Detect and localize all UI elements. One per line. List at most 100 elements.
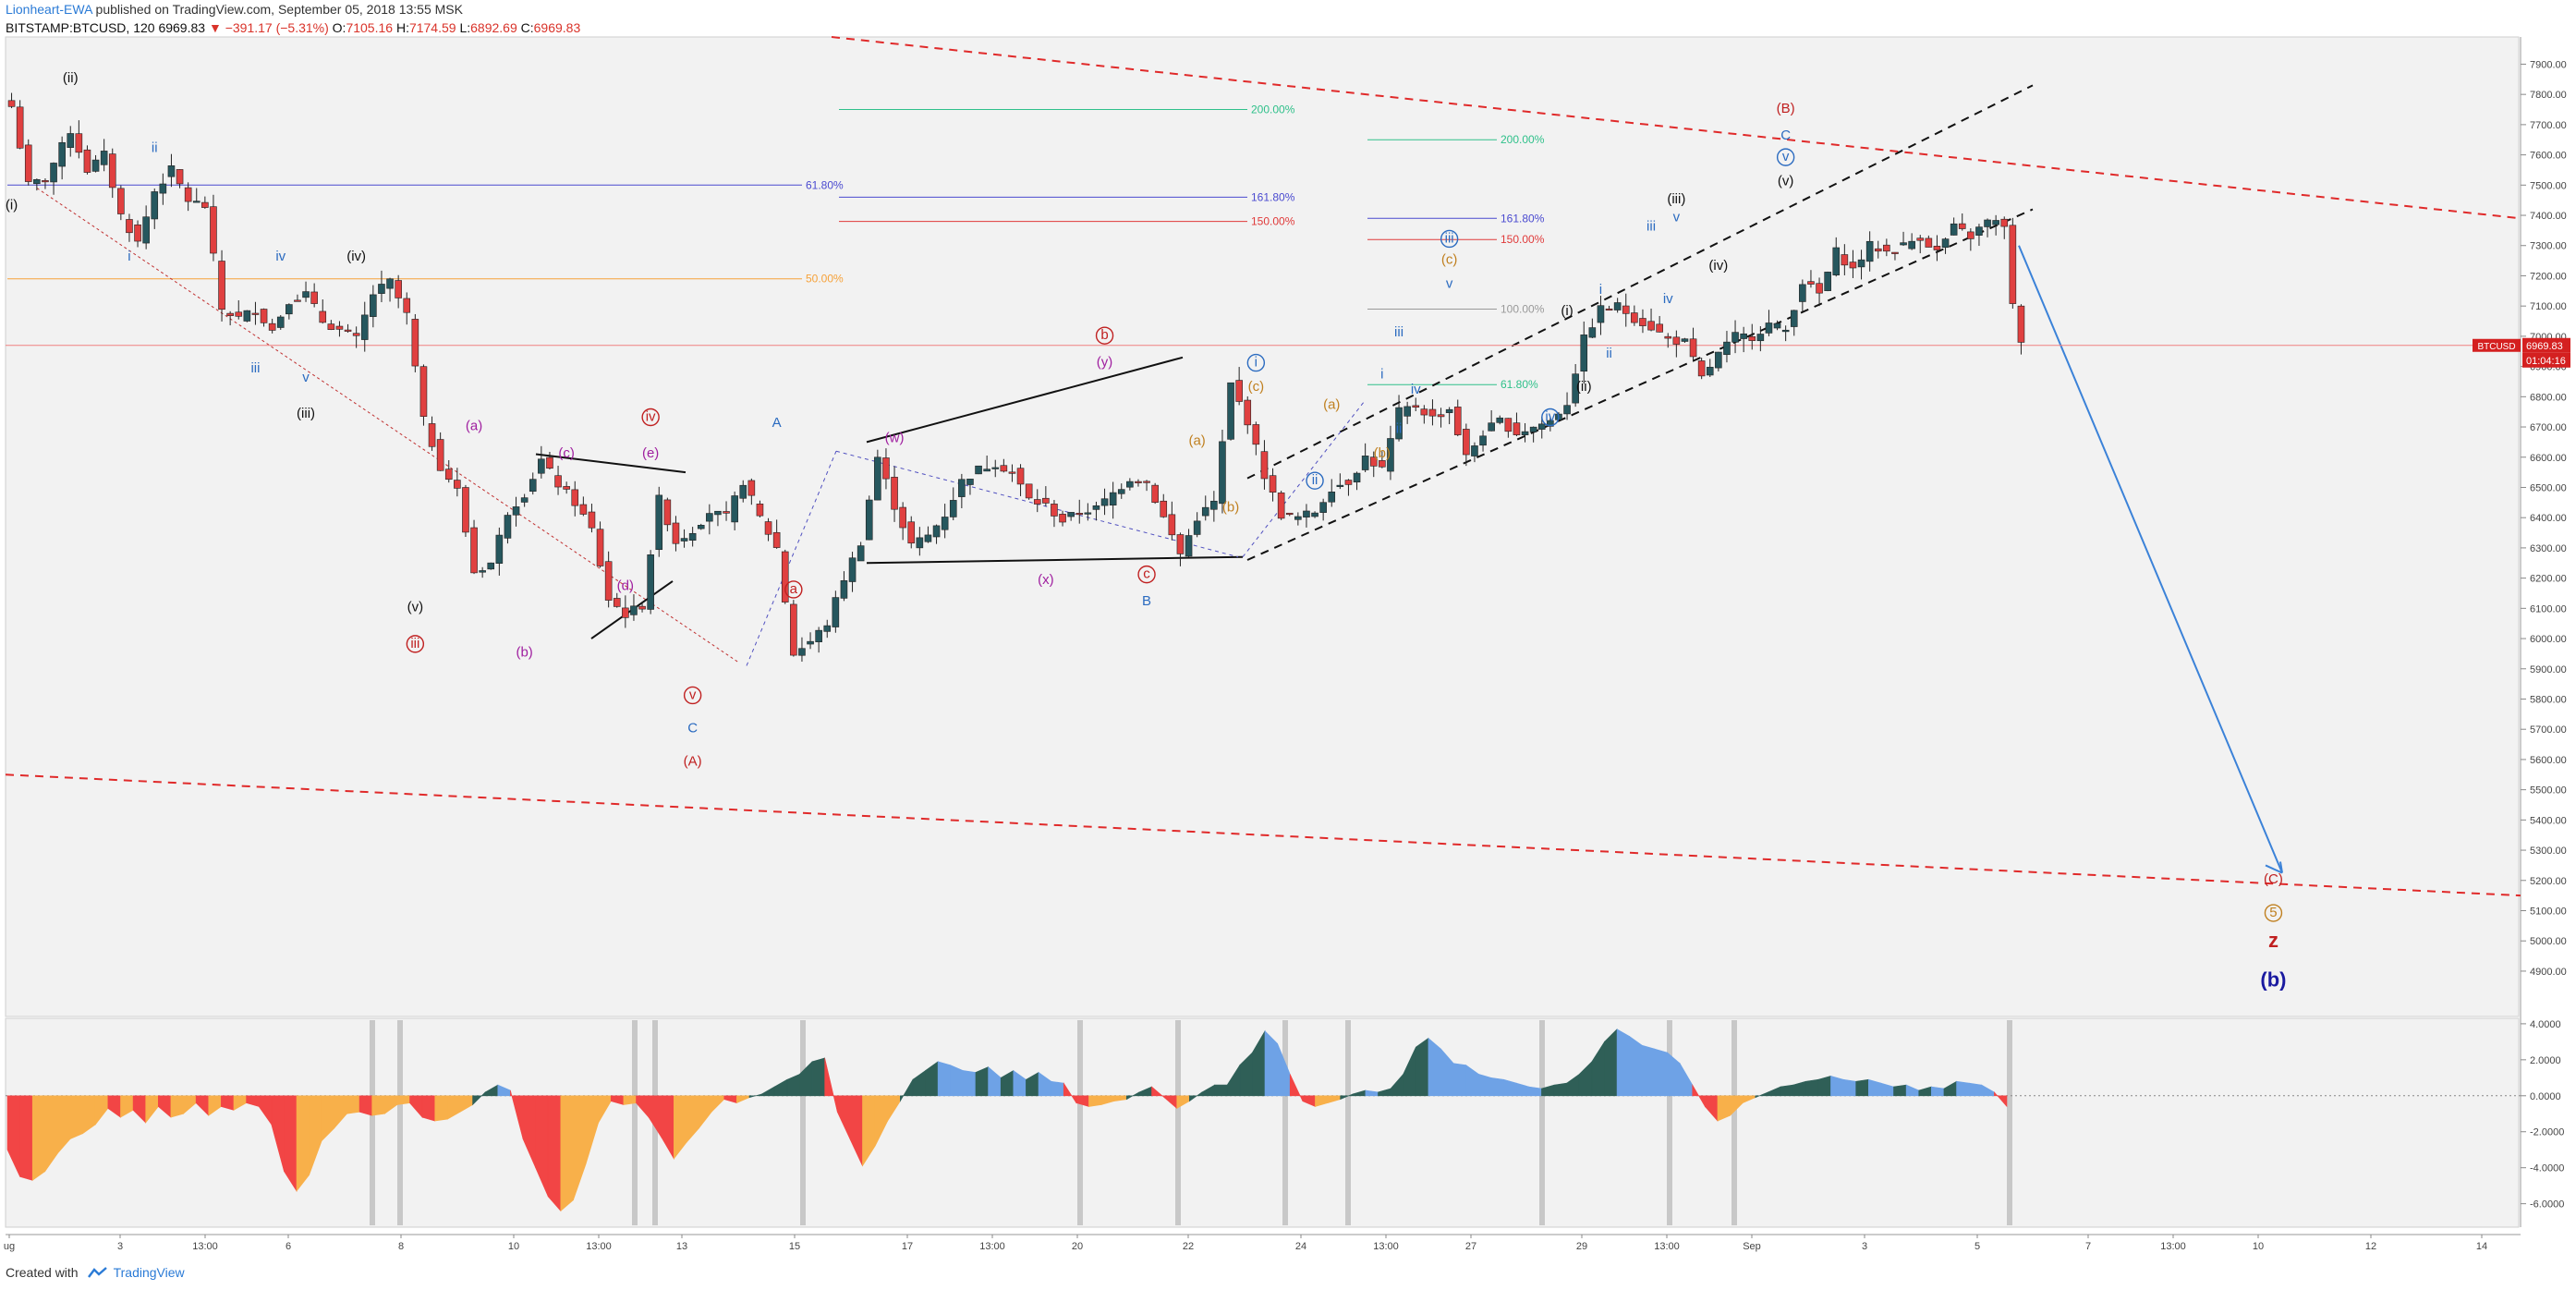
wave-label-circle <box>1541 408 1560 427</box>
candle-down <box>790 603 797 656</box>
fib-level-label: 61.80% <box>1501 378 1538 391</box>
candle-up <box>1521 431 1529 435</box>
candle-down <box>260 309 268 323</box>
tradingview-link[interactable]: TradingView <box>87 1265 185 1280</box>
candle-up <box>857 545 865 562</box>
wave-label: ii <box>152 140 158 155</box>
projection-arrow-head-a <box>2265 864 2283 874</box>
high-value: 7174.59 <box>408 20 456 35</box>
projection-arrow-head-b <box>2279 861 2283 873</box>
candle-up <box>370 294 377 317</box>
candle-down <box>444 469 453 481</box>
candle-up <box>916 537 924 549</box>
candle-down <box>1504 418 1513 432</box>
channel-upper-line <box>831 36 2521 220</box>
candle-down <box>554 475 562 488</box>
candle-down <box>411 319 419 367</box>
candle-down <box>1151 484 1159 504</box>
candle-down <box>1025 483 1033 499</box>
time-tick-label: 5 <box>1975 1241 1980 1252</box>
wave-label: (c) <box>1441 251 1458 267</box>
candle-down <box>117 188 125 214</box>
candle-up <box>1681 338 1689 342</box>
candle-down <box>210 206 217 254</box>
time-tick-label: 8 <box>398 1241 404 1252</box>
candle-down <box>1967 231 1975 239</box>
candle-up <box>1908 240 1915 249</box>
candle-down <box>470 527 478 574</box>
candle-up <box>630 605 638 615</box>
wave-label: (C) <box>2264 871 2283 887</box>
candle-down <box>579 504 588 515</box>
osc-segment <box>69 1095 83 1139</box>
main-pane[interactable] <box>5 36 2520 1017</box>
symbol-tag: BTCUSD <box>2477 342 2515 352</box>
osc-tick-label: -6.0000 <box>2530 1199 2564 1211</box>
price-tick-label: 6300.00 <box>2530 543 2567 554</box>
candle-up <box>815 629 822 642</box>
osc-segment <box>950 1065 964 1097</box>
osc-segment <box>937 1061 952 1097</box>
candle-down <box>319 310 327 323</box>
candle-up <box>1479 435 1487 446</box>
candle-up <box>1832 247 1841 275</box>
candle-down <box>1816 283 1823 294</box>
candle-up <box>1992 220 1999 225</box>
time-tick-label: 29 <box>1576 1241 1587 1252</box>
wave-label: iv <box>275 249 286 264</box>
trend-lines <box>5 36 2521 897</box>
candle-up <box>798 648 806 656</box>
candle-up <box>991 467 1000 469</box>
tradingview-brand: TradingView <box>113 1265 185 1280</box>
osc-band <box>2007 1020 2012 1225</box>
osc-segment <box>560 1095 574 1212</box>
candle-up <box>1790 310 1798 327</box>
candle-up <box>1597 305 1605 323</box>
candle-up <box>1732 332 1739 343</box>
wave-label: C <box>1780 128 1791 143</box>
oscillator-bands <box>370 1020 2012 1225</box>
candle-down <box>891 477 898 510</box>
symbol-name: BITSTAMP:BTCUSD, 120 <box>6 20 155 35</box>
osc-segment <box>1654 1048 1668 1097</box>
candle-down <box>571 489 579 506</box>
wave-label: ii <box>1312 472 1318 488</box>
candle-up <box>966 479 974 485</box>
candle-down <box>756 504 764 517</box>
created-with-label: Created with <box>6 1265 79 1280</box>
candle-down <box>1412 405 1420 408</box>
close-value: 6969.83 <box>533 20 581 35</box>
fib-level-label: 100.00% <box>1501 302 1545 315</box>
time-tick-label: 15 <box>789 1241 800 1252</box>
candle-up <box>33 178 41 185</box>
wave-label: v <box>1782 149 1790 164</box>
candle-up <box>832 597 840 627</box>
author-name[interactable]: Lionheart-EWA <box>6 2 92 17</box>
osc-segment <box>19 1095 33 1181</box>
candle-down <box>1260 451 1269 480</box>
osc-segment <box>963 1070 977 1097</box>
wave-label: v <box>1446 276 1453 292</box>
osc-band <box>1175 1020 1181 1225</box>
candle-down <box>83 149 91 173</box>
price-tags: BTCUSD 6969.83 01:04:16 <box>2473 337 2570 368</box>
wave-label: i <box>1599 282 1602 298</box>
time-tick-label: 14 <box>2476 1241 2487 1252</box>
wave-label: i <box>1255 355 1258 371</box>
candle-up <box>1613 302 1622 310</box>
osc-band <box>1345 1020 1351 1225</box>
candle-down <box>1689 338 1697 358</box>
candle-down <box>108 153 116 189</box>
candle-up <box>1706 367 1714 376</box>
candle-down <box>604 561 613 601</box>
osc-segment <box>1804 1078 1819 1097</box>
candle-down <box>1428 408 1437 417</box>
osc-segment <box>31 1095 46 1181</box>
footer: Created with TradingView <box>6 1265 185 1280</box>
candle-down <box>1639 318 1646 326</box>
time-tick-label: 27 <box>1465 1241 1476 1252</box>
candle-up <box>1361 456 1369 470</box>
candle-up <box>1303 510 1310 517</box>
osc-segment <box>1968 1082 1983 1097</box>
